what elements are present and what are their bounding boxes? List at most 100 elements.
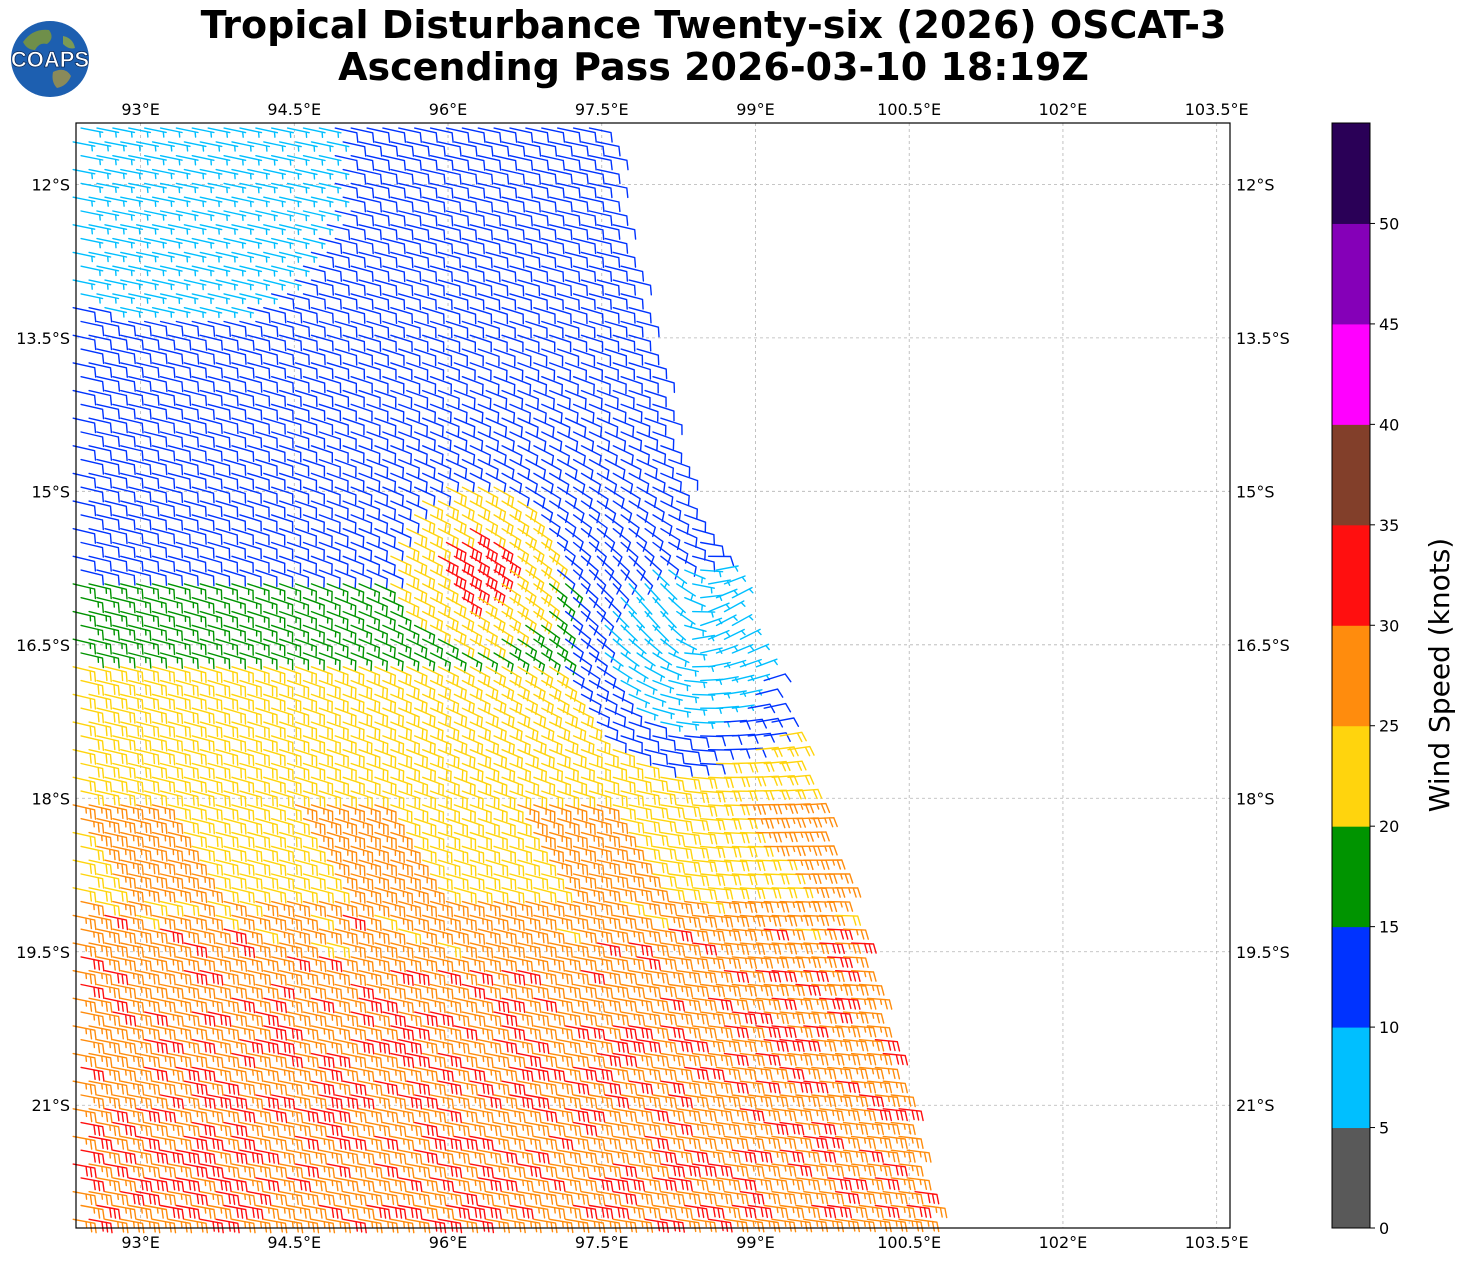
wind-barb — [437, 693, 460, 714]
wind-barb — [136, 721, 160, 738]
wind-barb — [461, 376, 484, 395]
wind-barb — [564, 555, 584, 580]
wind-barb — [525, 237, 549, 255]
y-tick-label-left: 19.5°S — [16, 943, 70, 962]
wind-barb — [620, 873, 645, 889]
wind-barb — [477, 541, 498, 564]
wind-barb — [271, 818, 294, 835]
wind-barb — [120, 279, 143, 290]
wind-barb — [549, 914, 573, 931]
wind-barb — [175, 900, 200, 917]
wind-barb — [469, 1218, 495, 1234]
wind-barb — [493, 155, 518, 171]
wind-barb — [215, 776, 239, 794]
wind-barb — [128, 983, 153, 1000]
wind-barb — [469, 251, 493, 269]
wind-barb — [159, 348, 184, 365]
wind-barb — [652, 818, 677, 833]
wind-barb — [406, 970, 430, 986]
wind-barb — [453, 721, 476, 742]
wind-barb — [525, 403, 547, 424]
wind-barb — [342, 693, 365, 713]
wind-barb — [414, 845, 437, 864]
wind-barb — [723, 859, 750, 872]
wind-barb — [755, 1218, 781, 1233]
wind-barb — [247, 887, 271, 904]
wind-barb — [167, 749, 192, 766]
wind-barb — [390, 583, 412, 604]
wind-barb — [406, 721, 428, 741]
wind-barb — [437, 141, 462, 157]
wind-barb — [271, 376, 294, 393]
wind-barb — [533, 914, 557, 931]
wind-barb — [644, 1163, 670, 1178]
wind-barb — [835, 1052, 861, 1066]
wind-barb — [159, 155, 183, 166]
wind-barb — [429, 845, 453, 864]
wind-barb — [533, 445, 555, 466]
wind-barb — [207, 1149, 232, 1165]
wind-barb — [541, 1149, 566, 1165]
wind-barb — [318, 569, 341, 589]
wind-barb — [493, 679, 515, 702]
wind-barb — [255, 182, 278, 194]
wind-barb — [334, 403, 357, 422]
wind-barb — [398, 818, 421, 836]
wind-barb — [104, 776, 128, 793]
wind-barb — [342, 721, 365, 740]
wind-barb — [644, 1218, 669, 1233]
wind-barb — [263, 1052, 288, 1069]
wind-barb — [263, 997, 287, 1014]
wind-barb — [422, 334, 445, 353]
wind-barb — [128, 127, 152, 138]
wind-barb — [342, 1080, 367, 1096]
wind-barb — [231, 721, 255, 739]
wind-barb — [890, 1149, 916, 1163]
wind-barb — [429, 735, 452, 755]
wind-barb — [183, 859, 208, 876]
wind-barb — [406, 776, 429, 796]
wind-barb — [429, 486, 452, 507]
wind-barb — [406, 831, 429, 850]
wind-barb — [136, 472, 160, 489]
wind-barb — [175, 1094, 200, 1110]
wind-barb — [286, 458, 310, 477]
wind-barb — [326, 307, 350, 324]
wind-barb — [263, 224, 286, 235]
wind-barb — [731, 1149, 757, 1164]
wind-barb — [191, 1011, 216, 1027]
wind-barb — [533, 804, 556, 823]
wind-barb — [144, 293, 167, 304]
wind-barb — [588, 458, 610, 481]
wind-barb — [382, 127, 407, 143]
wind-barb — [842, 1204, 868, 1219]
wind-barb — [223, 320, 247, 338]
wind-barb — [517, 1080, 542, 1096]
wind-barb — [453, 942, 478, 959]
wind-barb — [271, 458, 294, 477]
wind-barb — [692, 528, 715, 545]
wind-barb — [167, 804, 192, 821]
wind-barb — [564, 1025, 590, 1041]
wind-barb — [564, 251, 589, 269]
wind-barb — [72, 224, 96, 235]
wind-barb — [366, 182, 391, 199]
wind-barb — [700, 845, 726, 859]
wind-barb — [350, 900, 374, 918]
wind-barb — [429, 541, 451, 563]
wind-barb — [596, 362, 619, 381]
wind-barb — [310, 859, 334, 877]
wind-barb — [175, 1177, 201, 1193]
wind-barb — [501, 307, 524, 325]
wind-barb — [668, 983, 694, 998]
wind-barb — [382, 431, 405, 450]
wind-barb — [96, 127, 120, 138]
wind-barb — [128, 182, 151, 194]
wind-barb — [612, 914, 637, 930]
wind-barb — [183, 445, 207, 462]
wind-barb — [501, 997, 526, 1013]
wind-barb — [366, 320, 390, 338]
wind-barb — [279, 307, 303, 324]
wind-barb — [541, 293, 564, 311]
wind-barb — [755, 1163, 781, 1178]
